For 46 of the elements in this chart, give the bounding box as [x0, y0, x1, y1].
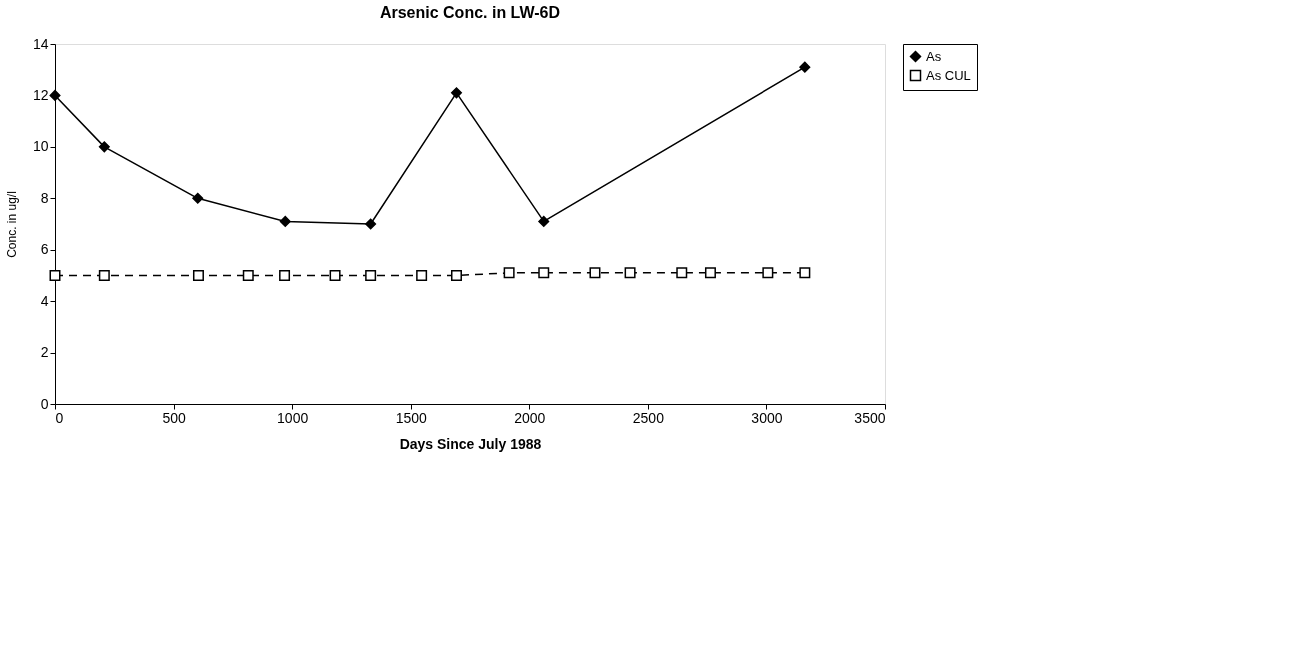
point [49, 89, 61, 101]
point [329, 269, 341, 281]
x-tick-label: 1500 [395, 409, 427, 426]
y-tick-label: 12 [32, 86, 49, 103]
point [589, 267, 601, 279]
x-axis-title: Days Since July 1988 [399, 435, 542, 452]
point [799, 267, 811, 279]
point [676, 267, 688, 279]
point [192, 192, 204, 204]
point [799, 61, 811, 73]
point [365, 218, 377, 230]
y-tick-label: 6 [40, 241, 49, 258]
x-tick-label: 3500 [854, 409, 886, 426]
y-tick-label: 4 [40, 292, 49, 309]
point [450, 87, 462, 99]
point [416, 269, 428, 281]
point [279, 269, 291, 281]
point [762, 267, 774, 279]
x-tick-label: 3000 [751, 409, 783, 426]
point [279, 215, 291, 227]
y-tick-label: 0 [40, 395, 49, 412]
y-tick-label: 8 [40, 189, 49, 206]
point [624, 267, 636, 279]
point [538, 215, 550, 227]
point [192, 269, 204, 281]
x-tick-label: 0 [55, 409, 64, 426]
legend-label: As [926, 48, 942, 64]
point [503, 267, 515, 279]
y-tick-label: 2 [40, 344, 49, 361]
legend-label: As CUL [926, 67, 971, 83]
point [450, 269, 462, 281]
point [98, 269, 110, 281]
point [242, 269, 254, 281]
point [365, 269, 377, 281]
point [538, 267, 550, 279]
y-tick-label: 14 [32, 35, 49, 52]
point [49, 269, 61, 281]
x-tick-label: 500 [162, 409, 186, 426]
y-tick-label: 10 [32, 138, 49, 155]
x-tick-label: 2500 [632, 409, 665, 426]
x-tick-label: 2000 [514, 409, 546, 426]
point [98, 141, 110, 153]
point [704, 267, 716, 279]
chart-title: Arsenic Conc. in LW-6D [379, 4, 561, 21]
x-tick-label: 1000 [277, 409, 309, 426]
y-axis-title: Conc. in ug/l [4, 191, 19, 258]
